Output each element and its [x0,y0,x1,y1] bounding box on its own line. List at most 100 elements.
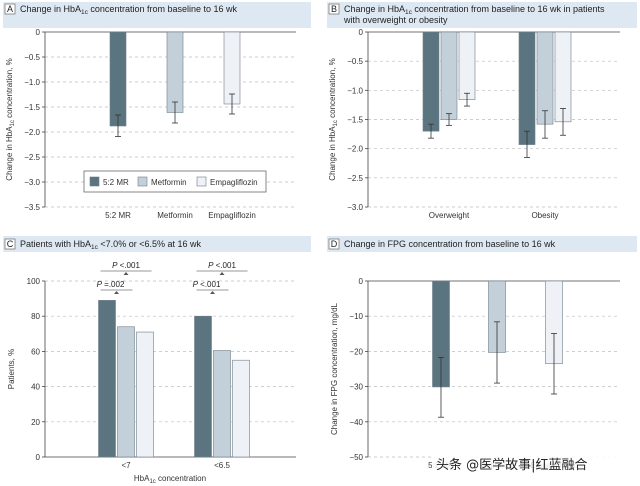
y-tick-label: −0.5 [347,57,363,66]
error-bar-obesity-empagliflozin [560,108,566,136]
bar-obesity-metformin [536,31,554,125]
y-tick-label: −2.5 [347,174,363,183]
y-tick-label: 40 [31,383,40,392]
panel-b-letter: B [331,4,337,14]
panel-c-y-axis-label: Patients, % [7,349,16,389]
error-bar-metformin [494,321,500,384]
panel-d-header: D Change in FPG concentration from basel… [327,236,637,252]
error-bar-5-2-mr [438,356,444,418]
bar-overweight-empagliflozin [458,31,476,100]
panel-a-y-axis-label: Change in HbA1c concentration, % [5,58,16,180]
bar-6-5-metformin [213,350,231,458]
legend-label-5-2-mr: 5:2 MR [103,178,129,187]
bar-7-empagliflozin [136,331,154,458]
panel-c-letter-box [4,238,16,250]
panel-d-chart: 0 −10 −20 −30 −40 −50 Change in FPG concentrat… [330,277,620,470]
p-value-label: P <.001 [193,280,221,289]
y-tick-label: −40 [349,418,363,427]
panel-d-letter-box [328,238,340,250]
x-tick-label-empagliflozin: Empagliflozin [208,211,256,220]
y-tick-label: −2.0 [347,145,363,154]
y-tick-label: −2.0 [24,128,40,137]
significance-annotation: P <.001 [196,261,248,275]
x-tick-label-overweight: Overweight [429,211,470,220]
bar-6-5-empagliflozin [232,359,250,458]
y-tick-label: 0 [36,453,41,462]
error-bar-obesity-metformin [542,110,548,139]
legend-swatch-5-2-mr [89,176,100,187]
significance-annotation: P <.001 [193,280,229,294]
y-tick-label: −30 [349,383,363,392]
error-bar-empagliflozin [229,93,235,115]
bar-metformin [166,31,184,113]
panel-a-title: Change in HbA1c concentration from basel… [20,4,238,16]
panel-b-header: B Change in HbA1c concentration from bas… [327,2,637,28]
p-value-label: P =.002 [97,280,125,289]
legend-swatch-metformin [137,176,148,187]
bar-obesity-5-2-mr [518,31,536,145]
error-bar-5-2-mr [115,114,121,137]
legend-swatch-empagliflozin [196,176,207,187]
panel-a-header: A Change in HbA1c concentration from bas… [3,2,311,28]
error-bar-overweight-metformin [446,113,452,126]
legend-label-empagliflozin: Empagliflozin [210,178,258,187]
y-tick-label: 0 [36,28,41,37]
panel-c-title: Patients with HbA1c <7.0% or <6.5% at 16… [20,239,201,251]
panel-b-title: Change in HbA1c concentration from basel… [344,4,605,16]
error-bar-empagliflozin [551,333,557,395]
panel-d-letter: D [331,239,338,249]
error-bar-obesity-5-2-mr [524,130,530,158]
y-tick-label: −1.0 [24,78,40,87]
y-tick-label: −50 [349,453,363,462]
panel-b-y-axis-label: Change in HbA1c concentration, % [328,58,339,180]
x-tick-label-obesity: Obesity [531,211,558,220]
panel-a-letter-box [4,3,16,15]
panel-b-title-line2: with overweight or obesity [343,15,448,25]
watermark-text: 头条 @医学故事|红蓝融合 [436,457,588,473]
bar-empagliflozin [223,31,241,105]
y-tick-label: −10 [349,312,363,321]
error-bar-overweight-empagliflozin [464,92,470,107]
panel-a-chart: 0 −0.5 −1.0 −1.5 −2.0 −2.5 −3.0 −3.5 Change in H… [5,28,296,220]
significance-annotation: P =.002 [97,280,133,294]
y-tick-label: 0 [359,277,364,286]
y-tick-label: −0.5 [24,53,40,62]
error-bar-overweight-5-2-mr [428,123,434,139]
y-tick-label: 0 [359,28,364,37]
watermark: 头条 @医学故事|红蓝融合 [432,453,636,475]
panel-c-x-axis-label: HbA1c concentration [134,474,206,485]
y-tick-label: −20 [349,347,363,356]
error-bar-metformin [172,101,178,124]
significance-annotation: P <.001 [100,261,152,275]
p-value-label: P <.001 [208,261,236,270]
panel-c-chart: 0 20 40 60 80 100 Patients, % <7 <6.5 HbA1c conce… [7,261,296,485]
bar-overweight-metformin [440,31,458,120]
y-tick-label: 60 [31,347,40,356]
bar-6-5-5-2-mr [194,315,212,458]
panel-a-legend: 5:2 MR Metformin Empagliflozin [83,170,267,193]
y-tick-label: −3.0 [24,178,40,187]
legend-box [83,170,267,193]
panel-b-letter-box [328,3,340,15]
panel-b-chart: 0 −0.5 −1.0 −1.5 −2.0 −2.5 −3.0 Change in HbA1c… [328,28,620,220]
y-tick-label: 20 [31,418,40,427]
panel-a-letter: A [7,4,13,14]
panel-c-letter: C [7,239,14,249]
y-tick-label: −1.5 [24,103,40,112]
y-tick-label: −3.5 [24,203,40,212]
panel-d-title: Change in FPG concentration from baselin… [344,239,556,249]
panel-d-y-axis-label: Change in FPG concentration, mg/dL [330,302,339,435]
bar-7-5-2-mr [98,300,116,458]
x-tick-label-5-2-mr: 5:2 MR [105,211,131,220]
legend-label-metformin: Metformin [151,178,187,187]
y-tick-label: −3.0 [347,203,363,212]
bar-7-metformin [117,326,135,458]
x-tick-label-7: <7 [121,461,131,470]
y-tick-label: −2.5 [24,153,40,162]
x-tick-label-6-5: <6.5 [214,461,230,470]
y-tick-label: −1.0 [347,86,363,95]
p-value-label: P <.001 [112,261,140,270]
x-tick-label-metformin: Metformin [157,211,193,220]
y-tick-label: 100 [27,277,41,286]
